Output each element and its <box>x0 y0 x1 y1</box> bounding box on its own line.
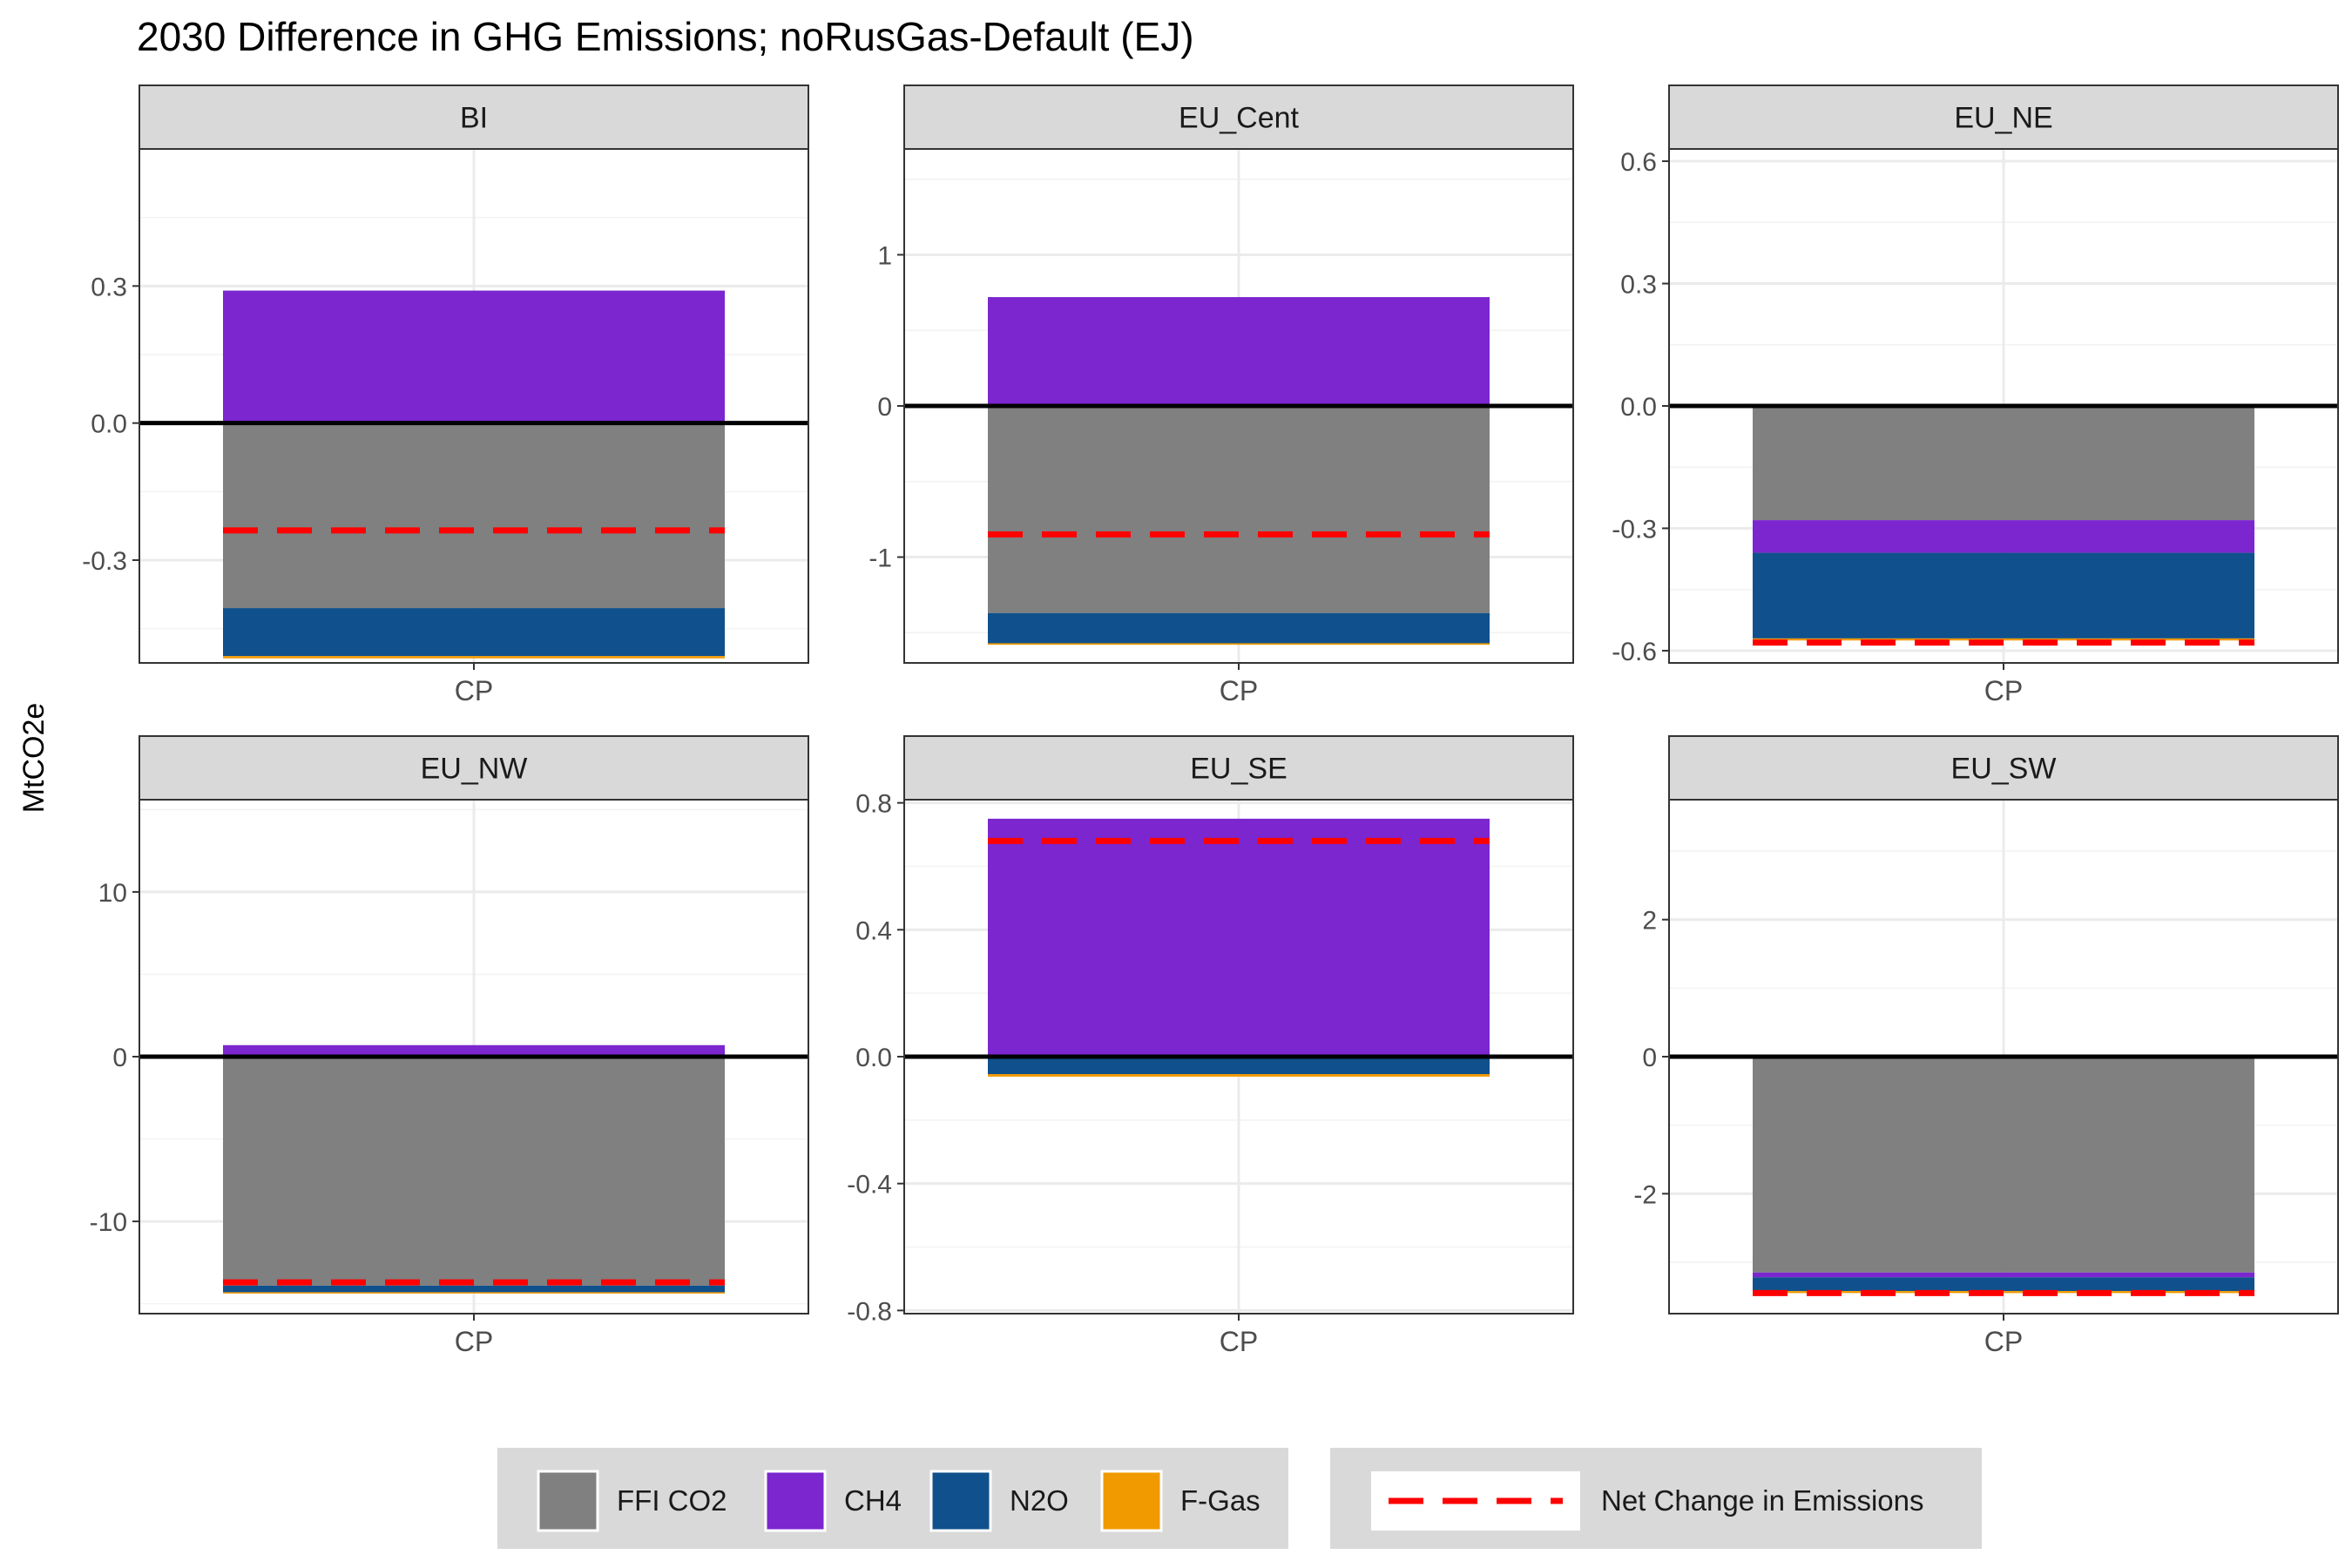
facet-strip <box>903 84 1574 150</box>
bar-segment-ch4 <box>223 290 725 423</box>
y-axis-label: MtCO2e <box>17 703 51 814</box>
legend-key-ffi-co2 <box>537 1470 599 1532</box>
bar-segment-n2o <box>988 1057 1490 1075</box>
y-tick-label: 0 <box>112 1044 127 1072</box>
bar-segment-n2o <box>1753 552 2254 639</box>
y-tick-label: 0.4 <box>855 916 892 945</box>
x-tick-label: CP <box>1984 1326 2023 1357</box>
y-tick-label: 1 <box>877 241 892 270</box>
bar-segment-n2o <box>1753 1277 2254 1292</box>
bar-segment-f-gas <box>223 656 725 659</box>
y-tick-label: -0.3 <box>82 547 127 576</box>
x-tick-label: CP <box>1984 675 2023 706</box>
legend-label-ffi-co2: FFI CO2 <box>617 1484 727 1517</box>
legend-label-ch4: CH4 <box>844 1484 902 1517</box>
y-tick-label: -0.6 <box>1612 638 1657 666</box>
y-tick-label: 0.6 <box>1620 148 1657 177</box>
x-tick-label: CP <box>455 675 493 706</box>
facet-strip <box>139 735 809 801</box>
y-tick-label: 0.8 <box>855 790 892 819</box>
y-tick-label: -0.4 <box>847 1171 892 1200</box>
y-tick-label: 0.0 <box>1620 393 1657 422</box>
bar-segment-f-gas <box>223 1292 725 1294</box>
bar-segment-f-gas <box>988 1074 1490 1077</box>
facet-label-eu-se: EU_SE <box>1190 753 1288 786</box>
bar-segment-ffi-co2 <box>1753 406 2254 521</box>
bar-segment-ch4 <box>1753 1272 2254 1278</box>
y-tick-label: 0.0 <box>855 1044 892 1072</box>
bar-segment-ch4 <box>223 1044 725 1057</box>
legend-label-net-change: Net Change in Emissions <box>1601 1484 1924 1517</box>
legend-label-n2o: N2O <box>1010 1484 1069 1517</box>
panel-bi: BI -0.3 0.0 0.3 CP <box>82 84 809 706</box>
facet-label-eu-cent: EU_Cent <box>1179 102 1300 135</box>
x-tick-label: CP <box>455 1326 493 1357</box>
panel-eu-se: EU_SE -0.8 -0.4 0.0 0.4 0.8 CP <box>847 735 1574 1357</box>
bar-segment-n2o <box>988 612 1490 644</box>
bar-segment-ffi-co2 <box>1753 1057 2254 1273</box>
y-tick-label: -10 <box>90 1208 127 1237</box>
y-tick-label: -0.8 <box>847 1297 892 1326</box>
panel-eu-cent: EU_Cent -1 0 1 CP <box>868 84 1574 706</box>
panel-eu-sw: EU_SW -2 0 2 CP <box>1633 735 2339 1357</box>
y-tick-label: 2 <box>1642 907 1657 936</box>
y-tick-label: 0 <box>877 393 892 422</box>
facet-label-eu-ne: EU_NE <box>1954 102 2052 135</box>
panels: BI-0.30.00.3CPEU_Cent-101CPEU_NE-0.6-0.3… <box>82 84 2339 1357</box>
line-legend: Net Change in Emissions <box>1330 1448 1982 1549</box>
bar-segment-f-gas <box>988 643 1490 645</box>
bar-segment-ch4 <box>988 818 1490 1057</box>
legend-label-f-gas: F-Gas <box>1180 1484 1260 1517</box>
bar-segment-n2o <box>223 608 725 657</box>
bar-segment-ffi-co2 <box>223 422 725 609</box>
legend-key-f-gas <box>1100 1470 1163 1532</box>
y-tick-label: 0.3 <box>91 273 127 301</box>
x-tick-label: CP <box>1220 675 1258 706</box>
facet-strip <box>1668 84 2339 150</box>
y-tick-label: 10 <box>98 879 127 908</box>
y-tick-label: 0 <box>1642 1044 1657 1072</box>
facet-label-eu-nw: EU_NW <box>421 753 528 786</box>
facet-strip <box>139 84 809 150</box>
legend-key-n2o <box>929 1470 992 1532</box>
y-tick-label: -2 <box>1633 1180 1657 1209</box>
y-tick-label: 0.0 <box>91 410 127 439</box>
panel-eu-ne: EU_NE -0.6 -0.3 0.0 0.3 0.6 CP <box>1612 84 2339 706</box>
x-tick-label: CP <box>1220 1326 1258 1357</box>
y-tick-label: -0.3 <box>1612 515 1657 544</box>
facet-label-bi: BI <box>460 102 488 135</box>
facet-strip <box>903 735 1574 801</box>
bar-segment-f-gas <box>1753 638 2254 641</box>
chart-title: 2030 Difference in GHG Emissions; noRusG… <box>137 14 1194 59</box>
facet-strip <box>1668 735 2339 801</box>
bar-segment-ffi-co2 <box>223 1057 725 1286</box>
facet-label-eu-sw: EU_SW <box>1951 753 2057 786</box>
bar-segment-ffi-co2 <box>988 406 1490 613</box>
bar-segment-ch4 <box>988 297 1490 406</box>
panel-eu-nw: EU_NW -10 0 10 CP <box>90 735 809 1357</box>
y-tick-label: 0.3 <box>1620 271 1657 300</box>
y-tick-label: -1 <box>868 544 892 573</box>
bar-segment-ch4 <box>1753 520 2254 553</box>
bar-segment-n2o <box>223 1285 725 1293</box>
fill-legend: FFI CO2 CH4 N2O F-Gas <box>497 1448 1288 1549</box>
legend: FFI CO2 CH4 N2O F-Gas Net Change in Emission… <box>497 1448 1982 1549</box>
legend-key-ch4 <box>764 1470 827 1532</box>
